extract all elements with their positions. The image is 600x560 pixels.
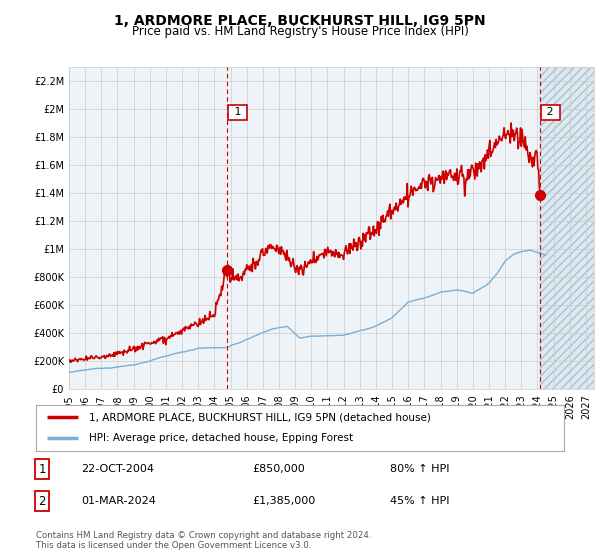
Text: 80% ↑ HPI: 80% ↑ HPI (390, 464, 449, 474)
Text: 2: 2 (544, 108, 557, 117)
Text: 45% ↑ HPI: 45% ↑ HPI (390, 496, 449, 506)
Text: 1: 1 (38, 463, 46, 476)
Text: Contains HM Land Registry data © Crown copyright and database right 2024.
This d: Contains HM Land Registry data © Crown c… (36, 531, 371, 550)
Text: 01-MAR-2024: 01-MAR-2024 (81, 496, 156, 506)
Text: 2: 2 (38, 494, 46, 508)
Text: 22-OCT-2004: 22-OCT-2004 (81, 464, 154, 474)
Text: 1: 1 (230, 108, 245, 117)
Text: Price paid vs. HM Land Registry's House Price Index (HPI): Price paid vs. HM Land Registry's House … (131, 25, 469, 38)
Text: £850,000: £850,000 (252, 464, 305, 474)
Text: HPI: Average price, detached house, Epping Forest: HPI: Average price, detached house, Eppi… (89, 433, 353, 444)
Text: 1, ARDMORE PLACE, BUCKHURST HILL, IG9 5PN: 1, ARDMORE PLACE, BUCKHURST HILL, IG9 5P… (114, 14, 486, 28)
Text: £1,385,000: £1,385,000 (252, 496, 315, 506)
Text: 1, ARDMORE PLACE, BUCKHURST HILL, IG9 5PN (detached house): 1, ARDMORE PLACE, BUCKHURST HILL, IG9 5P… (89, 412, 431, 422)
